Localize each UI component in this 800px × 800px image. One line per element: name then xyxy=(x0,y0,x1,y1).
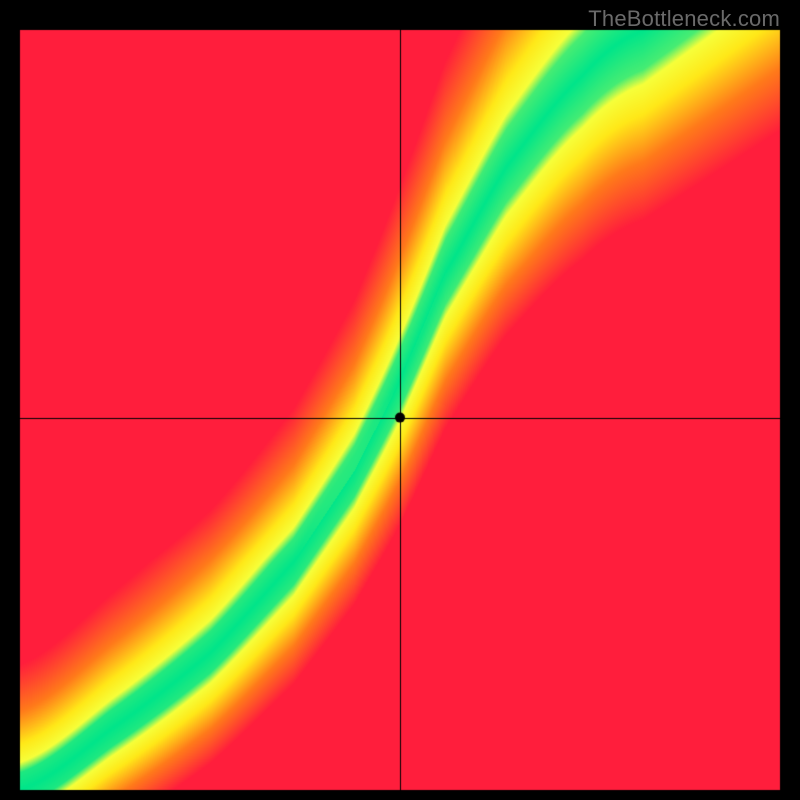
root-container: TheBottleneck.com xyxy=(0,0,800,800)
watermark-label: TheBottleneck.com xyxy=(588,6,780,32)
bottleneck-heatmap-canvas xyxy=(0,0,800,800)
